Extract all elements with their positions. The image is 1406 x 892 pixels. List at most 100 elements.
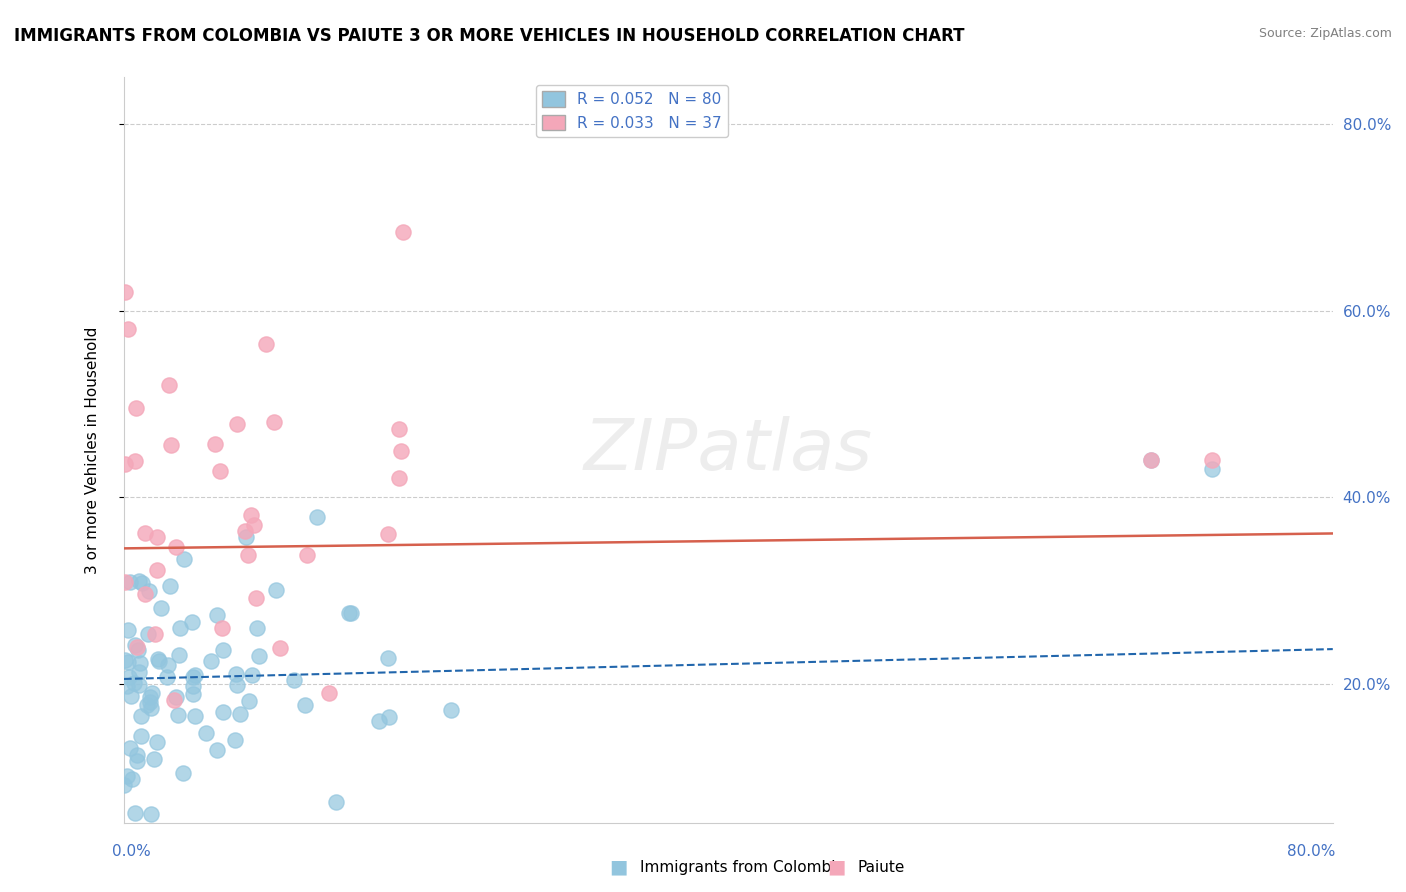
Point bbox=[118, 741, 141, 756]
Point bbox=[139, 695, 162, 709]
Point bbox=[211, 642, 233, 657]
Legend: R = 0.052   N = 80, R = 0.033   N = 37: R = 0.052 N = 80, R = 0.033 N = 37 bbox=[536, 85, 728, 136]
Point bbox=[169, 648, 191, 663]
Point bbox=[114, 457, 136, 471]
Point bbox=[129, 729, 152, 743]
Point bbox=[118, 670, 141, 684]
Point bbox=[340, 606, 363, 620]
Point bbox=[200, 655, 222, 669]
Point bbox=[211, 621, 233, 635]
Point bbox=[124, 805, 146, 820]
Point bbox=[167, 707, 190, 722]
Point bbox=[165, 540, 187, 554]
Point bbox=[134, 525, 156, 540]
Point bbox=[117, 679, 139, 693]
Point bbox=[204, 436, 226, 450]
Point bbox=[143, 626, 166, 640]
Point bbox=[183, 679, 205, 693]
Point bbox=[135, 698, 157, 713]
Point bbox=[117, 624, 139, 638]
Point bbox=[148, 652, 170, 666]
Point bbox=[283, 673, 305, 687]
Point bbox=[124, 453, 146, 467]
Point bbox=[1140, 452, 1163, 467]
Text: 0.0%: 0.0% bbox=[112, 845, 152, 859]
Point bbox=[254, 336, 277, 351]
Point bbox=[305, 509, 328, 524]
Point bbox=[129, 657, 152, 671]
Point bbox=[184, 668, 207, 682]
Point bbox=[125, 748, 148, 763]
Point bbox=[238, 694, 260, 708]
Point bbox=[245, 591, 267, 606]
Point bbox=[235, 530, 257, 544]
Point bbox=[377, 526, 399, 541]
Point bbox=[224, 733, 246, 747]
Point bbox=[156, 658, 179, 673]
Point bbox=[145, 530, 167, 544]
Point bbox=[128, 678, 150, 692]
Point bbox=[1201, 452, 1223, 467]
Point bbox=[318, 686, 340, 700]
Text: Source: ZipAtlas.com: Source: ZipAtlas.com bbox=[1258, 27, 1392, 40]
Point bbox=[294, 698, 316, 713]
Point bbox=[388, 471, 411, 485]
Point bbox=[142, 752, 165, 766]
Point bbox=[264, 583, 287, 598]
Point bbox=[181, 686, 204, 700]
Point bbox=[240, 668, 263, 682]
Point bbox=[388, 422, 411, 436]
Point bbox=[240, 508, 263, 523]
Point bbox=[173, 551, 195, 566]
Point bbox=[134, 587, 156, 601]
Point bbox=[146, 735, 169, 749]
Text: Immigrants from Colombia: Immigrants from Colombia bbox=[640, 860, 845, 874]
Point bbox=[246, 621, 269, 635]
Point bbox=[114, 285, 136, 299]
Point bbox=[150, 600, 173, 615]
Y-axis label: 3 or more Vehicles in Household: 3 or more Vehicles in Household bbox=[86, 326, 100, 574]
Point bbox=[141, 807, 163, 822]
Point bbox=[120, 689, 142, 703]
Point bbox=[121, 772, 143, 786]
Point bbox=[367, 714, 389, 729]
Point bbox=[146, 563, 169, 577]
Point bbox=[337, 606, 360, 620]
Point bbox=[129, 709, 152, 723]
Point bbox=[128, 574, 150, 588]
Point bbox=[225, 417, 247, 432]
Point bbox=[269, 641, 291, 656]
Point bbox=[138, 584, 160, 599]
Point bbox=[156, 669, 179, 683]
Point bbox=[180, 615, 202, 629]
Point bbox=[157, 378, 180, 392]
Point bbox=[1140, 452, 1163, 467]
Text: Paiute: Paiute bbox=[858, 860, 905, 874]
Point bbox=[183, 709, 205, 723]
Point bbox=[263, 415, 285, 429]
Point bbox=[169, 621, 191, 635]
Point bbox=[125, 401, 148, 416]
Point bbox=[139, 690, 162, 705]
Point bbox=[114, 653, 136, 667]
Point bbox=[115, 769, 138, 783]
Point bbox=[205, 608, 228, 623]
Point bbox=[233, 524, 256, 538]
Point bbox=[389, 444, 412, 458]
Point bbox=[141, 686, 163, 700]
Point bbox=[127, 642, 149, 657]
Point bbox=[117, 655, 139, 669]
Point bbox=[377, 651, 399, 665]
Point bbox=[131, 575, 153, 590]
Point bbox=[209, 464, 232, 478]
Text: ■: ■ bbox=[827, 857, 846, 877]
Point bbox=[247, 648, 270, 663]
Point bbox=[377, 710, 399, 724]
Text: ■: ■ bbox=[609, 857, 628, 877]
Point bbox=[117, 322, 139, 336]
Point bbox=[122, 676, 145, 690]
Point bbox=[118, 575, 141, 590]
Point bbox=[229, 706, 252, 721]
Point bbox=[195, 726, 218, 740]
Point bbox=[159, 579, 181, 593]
